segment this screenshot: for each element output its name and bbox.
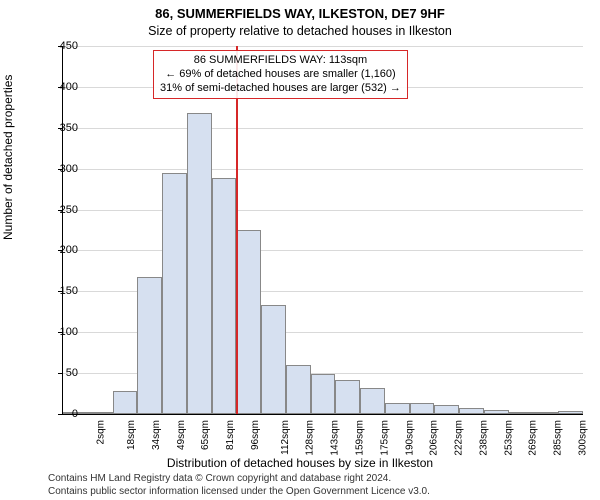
- x-axis-label: Distribution of detached houses by size …: [0, 456, 600, 470]
- x-tick-label: 269sqm: [528, 420, 539, 456]
- x-tick-label: 128sqm: [305, 420, 316, 456]
- attribution-line1: Contains HM Land Registry data © Crown c…: [48, 473, 430, 486]
- gridline: [63, 250, 583, 251]
- annotation-box: 86 SUMMERFIELDS WAY: 113sqm ← 69% of det…: [153, 50, 408, 99]
- gridline: [63, 128, 583, 129]
- histogram-bar: [558, 411, 583, 414]
- histogram-bar: [533, 412, 558, 414]
- histogram-bar: [113, 391, 138, 414]
- x-tick-label: 206sqm: [429, 420, 440, 456]
- histogram-bar: [236, 230, 261, 414]
- plot-area: 86 SUMMERFIELDS WAY: 113sqm ← 69% of det…: [62, 46, 583, 415]
- y-tick-label: 200: [44, 244, 78, 256]
- attribution-line2: Contains public sector information licen…: [48, 486, 430, 499]
- y-tick-label: 250: [44, 204, 78, 216]
- y-tick-label: 400: [44, 81, 78, 93]
- histogram-bar: [385, 403, 410, 414]
- x-tick-label: 285sqm: [553, 420, 564, 456]
- x-tick-label: 159sqm: [355, 420, 366, 456]
- x-tick-label: 81sqm: [225, 420, 236, 450]
- histogram-bar: [286, 365, 311, 414]
- histogram-bar: [484, 410, 509, 414]
- x-tick-label: 18sqm: [126, 420, 137, 450]
- histogram-bar: [88, 412, 113, 414]
- annotation-line2: ← 69% of detached houses are smaller (1,…: [160, 68, 401, 82]
- y-axis-label: Number of detached properties: [1, 75, 15, 240]
- histogram-bar: [162, 173, 187, 414]
- x-tick-label: 34sqm: [151, 420, 162, 450]
- histogram-bar: [360, 388, 385, 414]
- histogram-bar: [212, 178, 237, 414]
- x-tick-label: 112sqm: [280, 420, 291, 455]
- histogram-bar: [509, 412, 534, 414]
- y-tick-label: 100: [44, 326, 78, 338]
- annotation-line3: 31% of semi-detached houses are larger (…: [160, 82, 401, 96]
- x-tick-label: 143sqm: [330, 420, 341, 456]
- x-tick-label: 65sqm: [200, 420, 211, 450]
- attribution: Contains HM Land Registry data © Crown c…: [48, 473, 430, 498]
- x-tick-label: 253sqm: [503, 420, 514, 456]
- x-tick-label: 190sqm: [404, 420, 415, 456]
- y-tick-label: 50: [44, 367, 78, 379]
- chart-title-sub: Size of property relative to detached ho…: [0, 24, 600, 38]
- x-tick-label: 49sqm: [176, 420, 187, 450]
- histogram-bar: [335, 380, 360, 414]
- y-tick-label: 0: [44, 408, 78, 420]
- histogram-bar: [459, 408, 484, 414]
- x-tick-label: 175sqm: [379, 420, 390, 456]
- gridline: [63, 46, 583, 47]
- x-tick-label: 2sqm: [96, 420, 107, 444]
- gridline: [63, 169, 583, 170]
- histogram-bar: [434, 405, 459, 414]
- annotation-line1: 86 SUMMERFIELDS WAY: 113sqm: [160, 54, 401, 68]
- histogram-bar: [410, 403, 435, 414]
- marker-line: [236, 46, 238, 414]
- histogram-bar: [261, 305, 286, 414]
- x-tick-label: 238sqm: [478, 420, 489, 456]
- histogram-bar: [311, 374, 336, 414]
- y-tick-label: 300: [44, 163, 78, 175]
- chart-title-main: 86, SUMMERFIELDS WAY, ILKESTON, DE7 9HF: [0, 6, 600, 21]
- histogram-bar: [137, 277, 162, 414]
- histogram-bar: [187, 113, 212, 414]
- y-tick-label: 450: [44, 40, 78, 52]
- y-tick-label: 350: [44, 122, 78, 134]
- y-tick-label: 150: [44, 285, 78, 297]
- x-tick-label: 222sqm: [454, 420, 465, 456]
- gridline: [63, 210, 583, 211]
- x-tick-label: 300sqm: [577, 420, 588, 456]
- x-tick-label: 96sqm: [250, 420, 261, 450]
